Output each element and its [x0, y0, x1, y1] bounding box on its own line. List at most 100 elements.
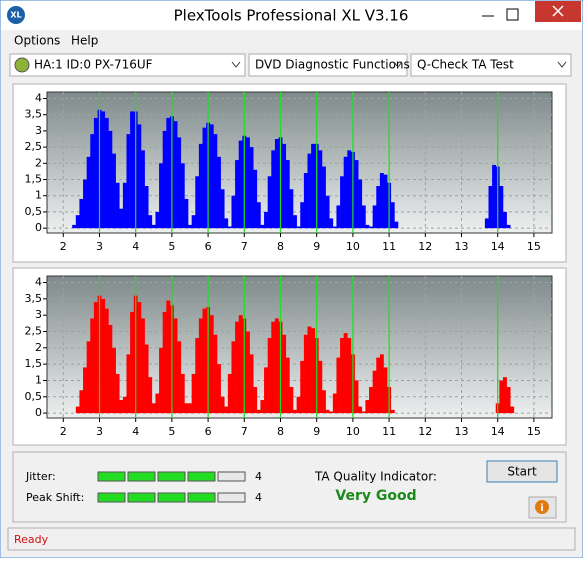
y-tick-label: 3 — [35, 124, 42, 137]
bar — [140, 318, 145, 414]
meter-segment-empty — [217, 471, 246, 482]
bar — [86, 156, 91, 229]
bar — [289, 386, 294, 414]
bar — [209, 124, 214, 229]
bar — [264, 211, 268, 229]
bar — [492, 164, 497, 229]
function-select[interactable] — [248, 53, 408, 77]
x-tick-label: 11 — [382, 240, 396, 253]
bar — [502, 377, 507, 414]
bar — [267, 176, 272, 229]
x-tick-label: 2 — [60, 425, 67, 438]
bar — [148, 215, 153, 229]
peak-shift-label: Peak Shift: — [26, 491, 84, 504]
bar — [311, 328, 316, 414]
y-tick-label: 4 — [35, 91, 42, 104]
bar — [112, 347, 116, 414]
bar — [274, 139, 279, 229]
bar — [506, 224, 511, 229]
jitter-value: 4 — [255, 470, 262, 483]
bar — [122, 396, 127, 414]
bar — [79, 198, 84, 229]
bar — [282, 143, 287, 229]
menu-item[interactable]: Help — [71, 34, 98, 48]
bar — [343, 156, 348, 229]
bar — [126, 354, 131, 414]
bar — [332, 393, 337, 414]
bar — [499, 380, 504, 414]
bar — [155, 393, 160, 414]
bar — [184, 198, 189, 229]
bar — [144, 344, 149, 414]
bar — [372, 370, 377, 414]
bar — [235, 321, 240, 414]
bar — [108, 130, 113, 229]
x-tick-label: 15 — [527, 425, 541, 438]
bar — [253, 386, 258, 414]
bar — [119, 208, 124, 229]
bar — [173, 318, 178, 414]
bar — [282, 334, 287, 414]
bar — [488, 186, 493, 229]
meter-segment-empty — [217, 492, 246, 503]
maximize-button[interactable] — [506, 8, 519, 21]
bar — [148, 377, 153, 414]
bar — [195, 176, 200, 229]
bar — [162, 130, 167, 229]
bar — [347, 150, 352, 229]
drive-select[interactable] — [9, 53, 246, 77]
y-tick-label: 1 — [35, 189, 42, 202]
bar — [358, 406, 363, 414]
bar — [130, 311, 135, 414]
x-tick-label: 6 — [205, 240, 212, 253]
bar — [173, 121, 178, 229]
bar — [93, 117, 98, 229]
x-tick-label: 15 — [527, 240, 541, 253]
bar — [159, 347, 163, 414]
close-icon — [552, 5, 564, 17]
bar — [108, 324, 113, 414]
start-button[interactable] — [486, 460, 558, 483]
y-tick-label: 3 — [35, 308, 42, 321]
menu-item[interactable]: Options — [14, 34, 60, 48]
bar — [166, 117, 171, 229]
bar — [238, 315, 243, 414]
bar — [271, 150, 276, 229]
ta-label: TA Quality Indicator: — [314, 470, 437, 484]
bar — [235, 160, 240, 229]
bar — [303, 173, 308, 229]
bar — [220, 189, 225, 229]
y-tick-label: 3,5 — [25, 108, 43, 121]
bar — [336, 357, 341, 414]
bar — [307, 326, 312, 414]
bar — [510, 406, 515, 414]
x-tick-label: 10 — [346, 425, 360, 438]
test-select[interactable] — [410, 53, 572, 77]
bar — [506, 386, 511, 414]
bar — [285, 357, 290, 414]
bar — [332, 226, 337, 229]
bar — [354, 380, 359, 414]
bar — [502, 211, 507, 229]
bar — [249, 147, 254, 229]
x-tick-label: 14 — [491, 240, 505, 253]
y-tick-label: 4 — [35, 276, 42, 289]
bar — [267, 338, 272, 414]
bar — [307, 153, 312, 229]
bar — [293, 409, 297, 414]
bar — [329, 218, 334, 229]
jitter-label: Jitter: — [25, 470, 56, 483]
bar — [285, 160, 290, 229]
bar — [390, 409, 395, 414]
bar — [245, 137, 250, 229]
bar — [101, 298, 106, 414]
bar — [365, 224, 370, 229]
function-select-text: DVD Diagnostic Functions — [255, 58, 410, 72]
bar — [202, 308, 207, 414]
bar — [361, 411, 366, 414]
meter-segment-filled — [97, 471, 126, 482]
bar — [499, 186, 504, 229]
bar — [79, 390, 84, 414]
meter-segment-filled — [157, 492, 186, 503]
